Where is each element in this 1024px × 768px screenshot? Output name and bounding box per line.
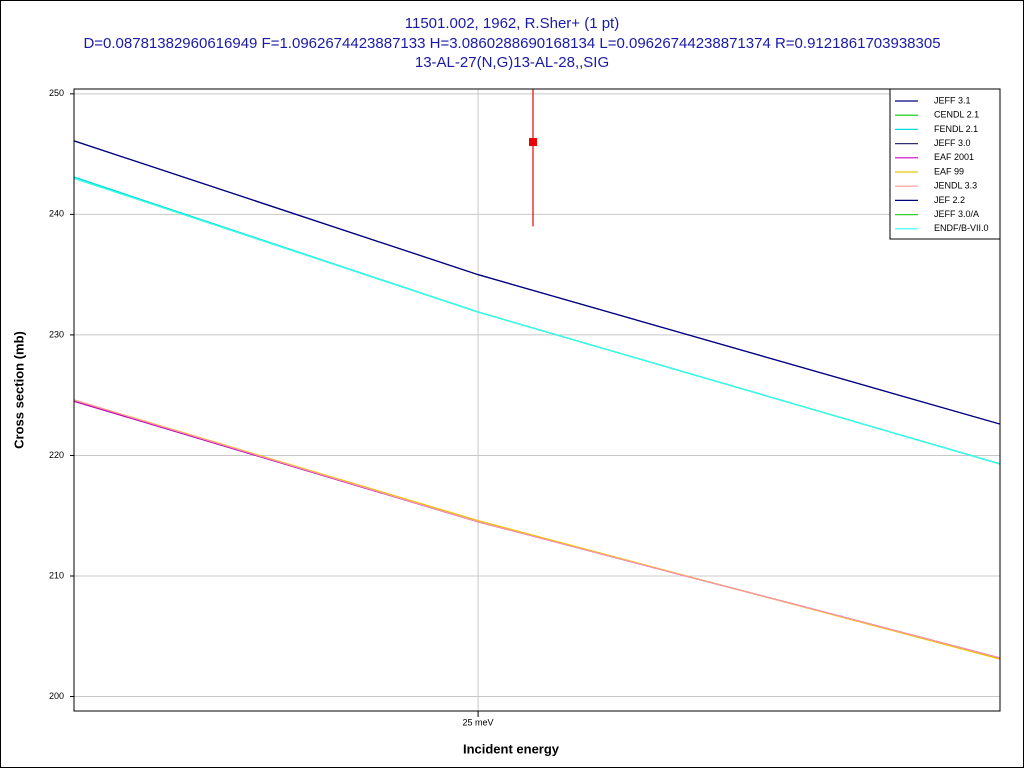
- chart-subtitle: D=0.08781382960616949 F=1.09626744238871…: [83, 35, 940, 52]
- plot-border: [73, 88, 1001, 712]
- chart-subtitle: 13-AL-27(N,G)13-AL-28,,SIG: [415, 54, 609, 71]
- series-line: [74, 177, 1000, 465]
- legend-label: EAF 2001: [934, 152, 974, 162]
- legend-label: EAF 99: [934, 166, 964, 176]
- legend-label: CENDL 2.1: [934, 110, 979, 120]
- series-line: [74, 140, 1000, 425]
- x-tick-label: 25 meV: [463, 717, 494, 727]
- y-axis-label: Cross section (mb): [11, 331, 26, 449]
- legend-label: FENDL 2.1: [934, 124, 978, 134]
- grid: 200 210 220 230 240 250 25 meV: [49, 88, 1000, 727]
- x-axis-label: Incident energy: [463, 741, 560, 756]
- legend-label: ENDF/B-VII.0: [934, 223, 989, 233]
- y-tick-label: 250: [49, 88, 64, 98]
- legend-label: JEFF 3.1: [934, 95, 971, 105]
- legend: JEFF 3.1 CENDL 2.1 FENDL 2.1 JEFF 3.0 EAF 20…: [889, 88, 1001, 240]
- series-line: [74, 399, 1000, 659]
- chart-title: 11501.002, 1962, R.Sher+ (1 pt): [405, 15, 619, 32]
- legend-label: JENDL 3.3: [934, 181, 977, 191]
- y-tick-label: 240: [49, 209, 64, 219]
- y-tick-label: 220: [49, 450, 64, 460]
- legend-label: JEF 2.2: [934, 195, 965, 205]
- y-tick-label: 230: [49, 329, 64, 339]
- legend-label: JEFF 3.0: [934, 138, 971, 148]
- y-tick-label: 200: [49, 691, 64, 701]
- data-point: [529, 138, 538, 147]
- y-tick-label: 210: [49, 570, 64, 580]
- plot-area: [74, 89, 1000, 660]
- legend-label: JEFF 3.0/A: [934, 209, 979, 219]
